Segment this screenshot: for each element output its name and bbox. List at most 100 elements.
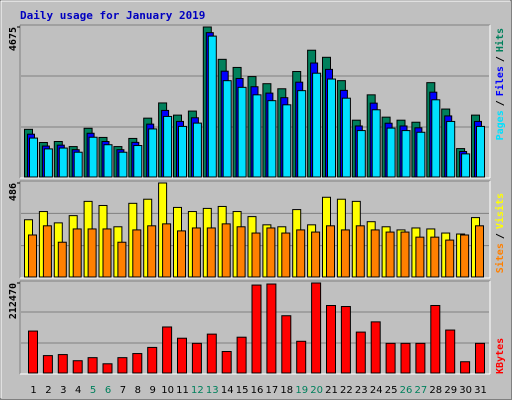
bar — [281, 232, 291, 278]
legend-entry: Visits — [494, 193, 506, 229]
bar — [430, 305, 441, 374]
bar — [236, 336, 247, 374]
bar — [371, 109, 381, 178]
bar — [267, 100, 277, 178]
bar — [118, 151, 128, 178]
bar — [355, 225, 365, 278]
bar — [340, 229, 350, 278]
bar — [148, 128, 158, 178]
bar — [251, 232, 261, 278]
bar — [191, 342, 202, 374]
bar — [102, 363, 113, 374]
bar — [177, 337, 187, 374]
bar — [296, 229, 306, 278]
bar — [252, 94, 262, 178]
bar — [297, 90, 307, 178]
legend-entry: Files — [494, 66, 506, 96]
bar — [133, 145, 143, 178]
bar — [103, 144, 113, 178]
bar — [385, 342, 396, 374]
x-tick-label: 7 — [120, 385, 126, 396]
bar — [192, 122, 202, 178]
x-tick-label: 5 — [90, 385, 96, 396]
x-tick-label: 2 — [45, 385, 51, 396]
bar — [29, 137, 38, 178]
x-tick-label: 29 — [444, 385, 457, 396]
bar — [132, 229, 142, 278]
bar — [88, 136, 98, 178]
bar — [475, 225, 484, 278]
legend-entry: Pages — [495, 110, 506, 140]
x-tick-label: 30 — [459, 385, 472, 396]
bar — [87, 357, 98, 374]
bar — [475, 342, 485, 374]
bar — [445, 329, 456, 374]
legend: Sites / Visits — [494, 193, 506, 273]
bar — [400, 342, 411, 374]
y-tick-label: 212470 — [8, 283, 19, 319]
x-tick-label: 23 — [355, 385, 368, 396]
bar — [311, 282, 322, 374]
x-tick-label: 13 — [206, 385, 219, 396]
legend-entry: Sites — [494, 243, 506, 273]
bar — [340, 306, 351, 374]
bar — [42, 355, 53, 374]
bar — [206, 333, 217, 374]
bar — [87, 228, 97, 278]
legend-entry: KBytes — [495, 338, 506, 374]
bar — [460, 361, 471, 374]
bar — [147, 225, 157, 278]
bar — [57, 354, 68, 374]
bar — [132, 353, 143, 374]
bar — [162, 223, 172, 278]
x-tick-label: 22 — [340, 385, 353, 396]
bar — [266, 227, 276, 278]
x-tick-label: 19 — [295, 385, 308, 396]
bar — [117, 241, 127, 278]
bar — [430, 236, 440, 278]
bar — [236, 226, 246, 278]
bar — [73, 151, 83, 178]
bar — [415, 342, 426, 374]
y-tick-label: 4675 — [8, 27, 19, 51]
bar — [207, 35, 217, 178]
bar — [117, 357, 128, 374]
bar — [162, 326, 173, 374]
x-tick-label: 16 — [251, 385, 264, 396]
x-tick-label: 27 — [415, 385, 428, 396]
bar — [58, 147, 68, 178]
x-tick-label: 4 — [75, 385, 81, 396]
bar — [446, 120, 456, 178]
legend: KBytes — [495, 338, 506, 374]
bar — [416, 131, 426, 178]
x-tick-label: 3 — [60, 385, 66, 396]
bar — [326, 305, 336, 374]
bar — [57, 241, 67, 278]
bar — [282, 104, 292, 178]
bar — [43, 148, 53, 178]
x-tick-label: 28 — [429, 385, 442, 396]
bar — [445, 239, 455, 278]
bar — [221, 223, 231, 278]
bar — [177, 230, 186, 278]
bar — [370, 229, 380, 278]
bar — [386, 127, 396, 178]
bar — [356, 130, 366, 178]
bar — [385, 231, 395, 278]
legend-separator: / — [495, 56, 506, 62]
bar — [28, 330, 38, 374]
bar — [370, 321, 381, 374]
bar — [102, 228, 112, 278]
x-tick-label: 14 — [221, 385, 234, 396]
bar — [266, 283, 277, 374]
bar — [206, 227, 216, 278]
x-tick-label: 26 — [400, 385, 413, 396]
bar — [72, 228, 82, 278]
x-tick-label: 11 — [176, 385, 189, 396]
x-tick-label: 8 — [135, 385, 141, 396]
bar — [163, 115, 173, 178]
bar — [178, 125, 187, 178]
bar — [355, 331, 366, 374]
